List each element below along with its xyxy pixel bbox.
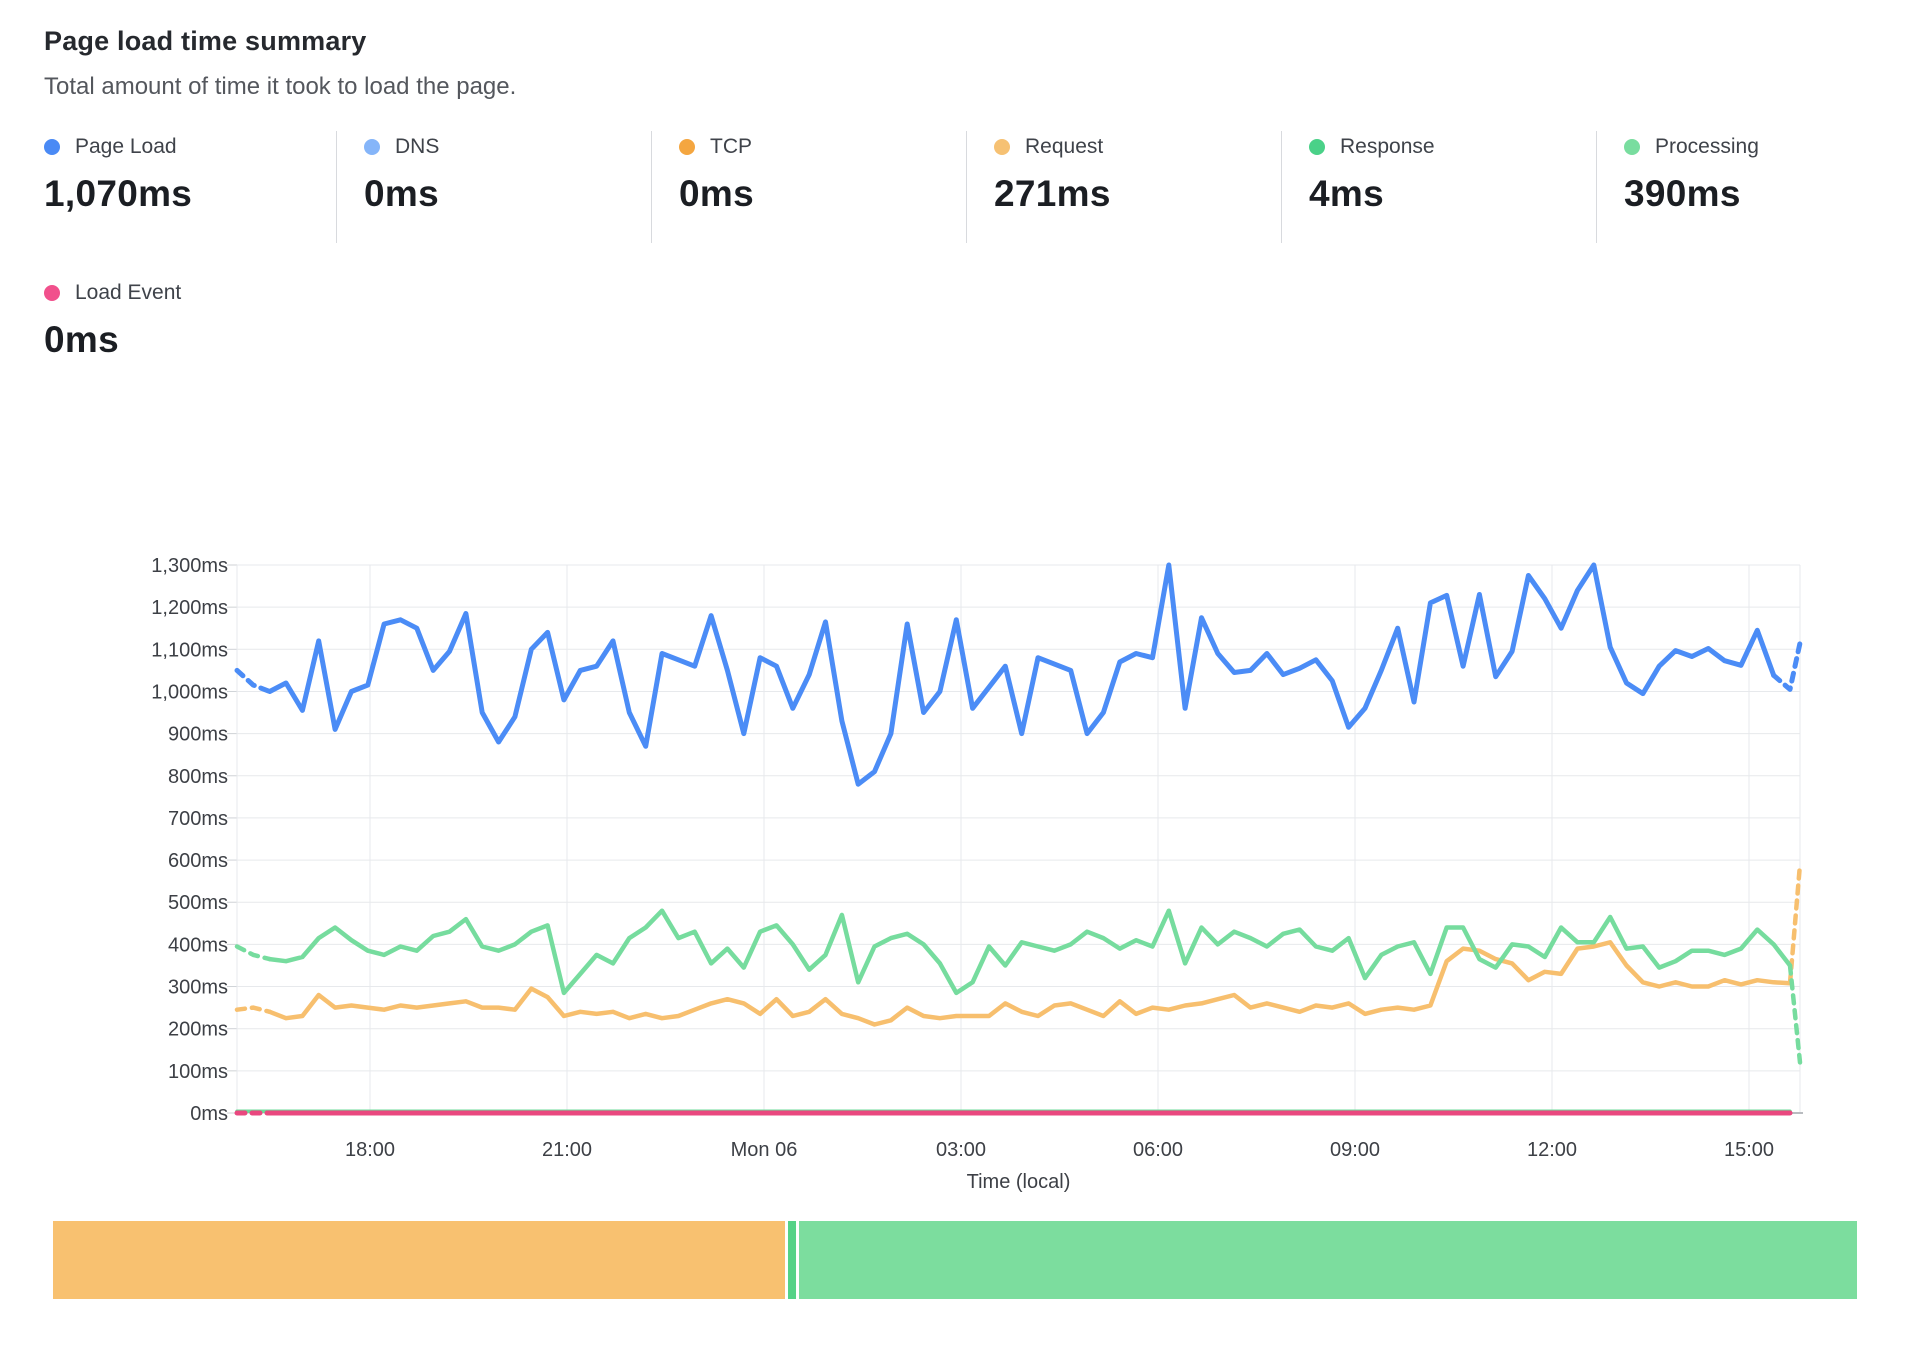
metric-response: Response 4ms (1281, 131, 1596, 243)
svg-text:Time (local): Time (local) (967, 1171, 1071, 1193)
svg-text:03:00: 03:00 (936, 1139, 986, 1161)
svg-text:1,100ms: 1,100ms (151, 639, 228, 661)
bar-segment-response-share (788, 1221, 797, 1299)
metric-dns: DNS 0ms (336, 131, 651, 243)
metric-label: TCP (710, 135, 752, 158)
metric-label: DNS (395, 135, 440, 158)
metric-label-row: Processing (1624, 135, 1896, 159)
svg-text:900ms: 900ms (168, 724, 228, 746)
metric-value: 0ms (44, 319, 119, 360)
svg-text:400ms: 400ms (168, 934, 228, 956)
metric-value: 390ms (1624, 173, 1741, 214)
load-time-chart-svg: 0ms 100ms 200ms 300ms 400ms 500ms 600ms 700ms 80… (151, 555, 1803, 1193)
svg-text:700ms: 700ms (168, 808, 228, 830)
metric-label-row: Load Event (44, 281, 1910, 305)
metric-label-row: DNS (364, 135, 651, 159)
request-legend-icon (994, 139, 1010, 155)
page-title: Page load time summary (44, 26, 367, 56)
svg-text:21:00: 21:00 (542, 1139, 592, 1161)
svg-text:800ms: 800ms (168, 766, 228, 788)
metric-label-row: Page Load (44, 135, 336, 159)
processing-legend-icon (1624, 139, 1640, 155)
metric-label-row: TCP (679, 135, 966, 159)
bar-segment-request-share (53, 1221, 786, 1299)
svg-text:09:00: 09:00 (1330, 1139, 1380, 1161)
svg-text:0ms: 0ms (190, 1103, 228, 1125)
svg-text:12:00: 12:00 (1527, 1139, 1577, 1161)
metric-request: Request 271ms (966, 131, 1281, 243)
metric-label: Response (1340, 135, 1435, 158)
svg-text:200ms: 200ms (168, 1019, 228, 1041)
svg-text:100ms: 100ms (168, 1061, 228, 1083)
svg-text:06:00: 06:00 (1133, 1139, 1183, 1161)
metrics-row: Page Load 1,070ms DNS 0ms TCP 0ms Reques… (44, 131, 1910, 243)
metric-value: 0ms (364, 173, 439, 214)
svg-text:18:00: 18:00 (345, 1139, 395, 1161)
page-subtitle: Total amount of time it took to load the… (44, 73, 517, 100)
load-event-legend-icon (44, 285, 60, 301)
svg-text:500ms: 500ms (168, 892, 228, 914)
load-time-chart: 0ms 100ms 200ms 300ms 400ms 500ms 600ms 700ms 80… (0, 425, 1910, 1215)
metric-tcp: TCP 0ms (651, 131, 966, 243)
metric-value: 271ms (994, 173, 1111, 214)
svg-text:600ms: 600ms (168, 850, 228, 872)
svg-text:Mon 06: Mon 06 (731, 1139, 798, 1161)
metric-processing: Processing 390ms (1596, 131, 1896, 243)
metric-label: Request (1025, 135, 1104, 158)
metric-value: 0ms (679, 173, 754, 214)
dns-legend-icon (364, 139, 380, 155)
response-legend-icon (1309, 139, 1325, 155)
metric-value: 4ms (1309, 173, 1384, 214)
svg-text:15:00: 15:00 (1724, 1139, 1774, 1161)
page-load-legend-icon (44, 139, 60, 155)
metric-page-load: Page Load 1,070ms (44, 131, 336, 243)
panel-header: Page load time summary Total amount of t… (0, 0, 1910, 101)
metric-label: Page Load (75, 135, 177, 158)
metric-value: 1,070ms (44, 173, 193, 214)
time-share-stacked-bar (53, 1221, 1857, 1299)
metric-label: Processing (1655, 135, 1759, 158)
svg-text:1,200ms: 1,200ms (151, 597, 228, 619)
svg-text:300ms: 300ms (168, 977, 228, 999)
bar-segment-processing-share (799, 1221, 1857, 1299)
tcp-legend-icon (679, 139, 695, 155)
metric-load-event: Load Event 0ms (44, 277, 1910, 389)
metric-label: Load Event (75, 281, 182, 304)
metric-label-row: Request (994, 135, 1281, 159)
svg-text:1,300ms: 1,300ms (151, 555, 228, 577)
svg-text:1,000ms: 1,000ms (151, 681, 228, 703)
metric-label-row: Response (1309, 135, 1596, 159)
